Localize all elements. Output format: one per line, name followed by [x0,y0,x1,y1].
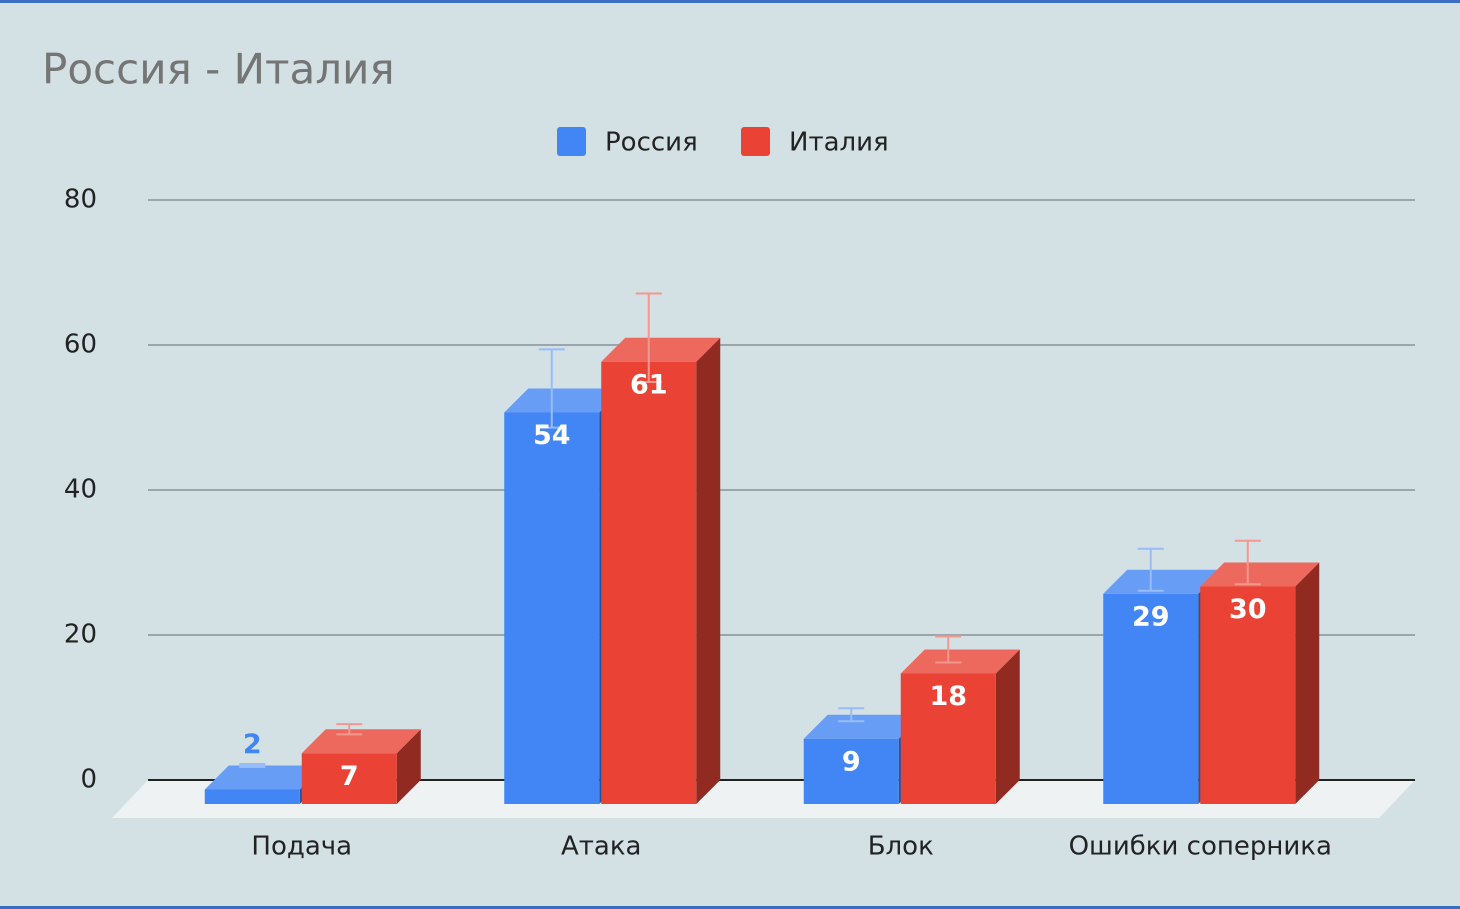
bar-top [1200,562,1320,587]
value-label: 7 [340,761,359,792]
bar-top [301,729,421,754]
x-tick-label: Ошибки соперника [1069,832,1332,862]
chart-title: Россия - Италия [42,45,395,94]
bar [1103,593,1199,804]
bar-top [900,649,1020,674]
bar-top [803,714,923,739]
bar-side [995,649,1020,804]
value-label: 29 [1132,601,1170,632]
bar [504,412,600,804]
y-tick-label: 80 [64,185,97,215]
y-tick-label: 0 [80,765,97,795]
bar [601,361,697,804]
bar-top [504,388,624,413]
bar [301,753,397,804]
legend-label: Россия [605,128,698,158]
floor [112,780,1415,818]
bar-side [696,337,721,804]
bar [803,738,899,804]
x-tick-label: Подача [251,832,352,862]
y-tick-label: 60 [64,330,97,360]
bar [900,673,996,804]
bar [204,789,300,804]
x-tick-label: Атака [561,832,642,862]
value-label: 30 [1229,594,1267,625]
bar-top [601,337,721,362]
value-label: 18 [929,681,967,712]
y-tick-label: 40 [64,475,97,505]
border [0,0,1460,3]
value-label: 9 [842,746,861,777]
bar-top [1103,569,1223,594]
border [0,906,1460,909]
bar-side [396,729,421,804]
bar-top [204,765,324,790]
value-label: 2 [243,729,262,760]
y-tick-label: 20 [64,620,97,650]
legend-label: Италия [789,128,889,158]
x-tick-label: Блок [868,832,934,862]
bar [1200,586,1296,804]
legend-swatch [557,127,586,156]
legend-swatch [741,127,770,156]
bar-side [1295,562,1320,804]
value-label: 61 [630,369,668,400]
value-label: 54 [533,420,571,451]
